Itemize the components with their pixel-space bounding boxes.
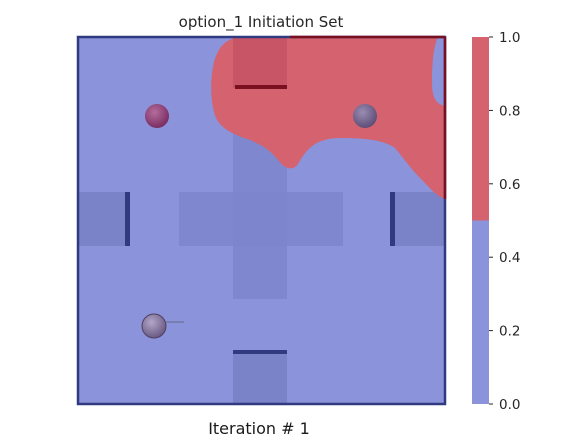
sphere-top-left: [145, 104, 169, 128]
iteration-caption: Iteration # 1: [208, 419, 310, 436]
door-block-top: [233, 37, 287, 88]
corridor-horizontal: [179, 192, 343, 246]
wall-top: [235, 85, 287, 89]
colorbar-high-segment: [472, 37, 489, 221]
wall-bottom: [233, 350, 287, 354]
colorbar-tick-label: 0.4: [499, 250, 520, 266]
colorbar: 0.0 0.2 0.4 0.6 0.8 1.0: [472, 30, 520, 413]
door-block-right: [393, 192, 445, 246]
arena-border: [76, 35, 447, 406]
sphere-bottom-left: [141, 313, 167, 339]
colorbar-tick-label: 0.2: [499, 324, 520, 340]
door-block-bottom: [233, 352, 287, 404]
colorbar-ticks: 0.0 0.2 0.4 0.6 0.8 1.0: [489, 30, 520, 413]
wall-left: [125, 192, 130, 246]
door-block-left: [78, 192, 128, 246]
sphere-top-right: [353, 104, 377, 128]
colorbar-tick-label: 1.0: [499, 30, 520, 46]
colorbar-tick-label: 0.8: [499, 103, 520, 119]
colorbar-low-segment: [472, 220, 489, 404]
colorbar-tick-label: 0.0: [499, 397, 520, 413]
colorbar-tick-label: 0.6: [499, 177, 520, 193]
heatmap-area: [78, 37, 445, 404]
wall-right: [390, 192, 395, 246]
chart-title: option_1 Initiation Set: [179, 13, 344, 32]
